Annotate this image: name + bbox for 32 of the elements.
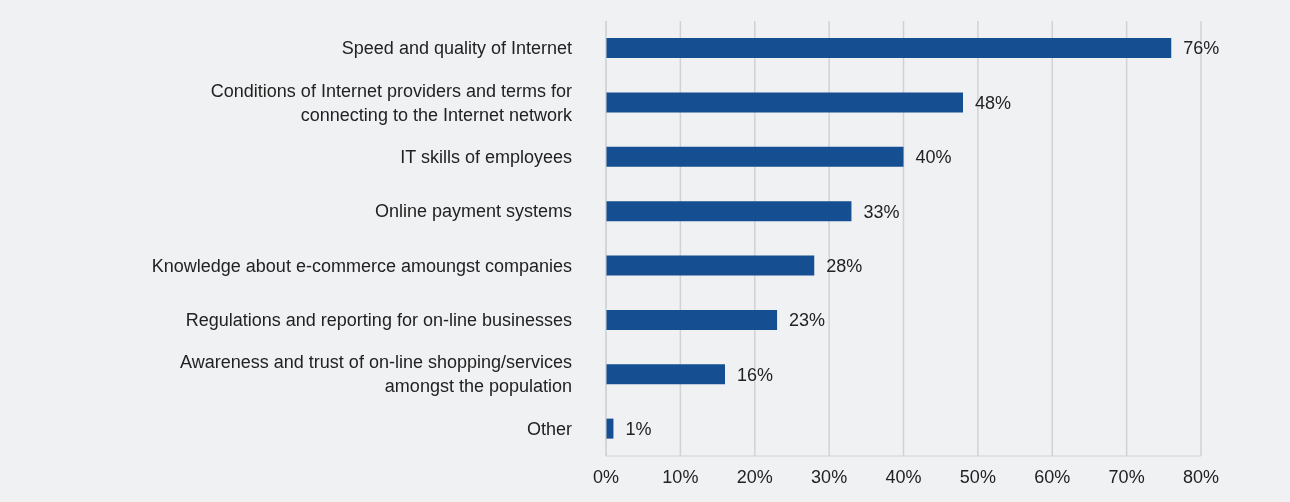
x-tick-label: 70% <box>1108 466 1145 487</box>
y-tick-label: IT skills of employees <box>400 146 572 167</box>
x-tick-label: 20% <box>736 466 773 487</box>
bar <box>606 146 904 167</box>
data-label: 16% <box>737 364 774 385</box>
x-tick-label: 30% <box>811 466 848 487</box>
y-tick-label: Speed and quality of Internet <box>341 38 572 59</box>
x-tick-label: 60% <box>1034 466 1071 487</box>
data-label: 48% <box>975 92 1012 113</box>
data-label: 76% <box>1183 38 1220 59</box>
y-tick-label: Online payment systems <box>374 201 572 222</box>
bar <box>606 309 778 330</box>
bar <box>606 38 1172 58</box>
y-tick-label: Knowledge about e-commerce amoungst companies <box>151 255 572 276</box>
bar <box>606 201 852 222</box>
data-label: 23% <box>789 310 826 331</box>
bar <box>606 364 725 385</box>
y-tick-label: Awareness and trust of on-line shopping/services amongst the population <box>180 352 572 397</box>
x-tick-label: 40% <box>885 466 922 487</box>
bar <box>606 255 815 276</box>
data-label: 33% <box>863 201 900 222</box>
data-label: 1% <box>625 419 652 440</box>
y-tick-label: Conditions of Internet providers and terms for connecting to the Internet network <box>210 80 573 125</box>
data-label: 28% <box>826 255 863 276</box>
y-tick-label: Regulations and reporting for on-line businesses <box>185 310 572 331</box>
bar <box>606 92 963 113</box>
x-tick-label: 0% <box>592 466 620 487</box>
x-tick-label: 10% <box>662 466 699 487</box>
data-label: 40% <box>915 147 952 168</box>
x-tick-label: 80% <box>1182 466 1220 487</box>
y-tick-label: Other <box>526 418 572 439</box>
x-tick-label: 50% <box>959 466 996 487</box>
